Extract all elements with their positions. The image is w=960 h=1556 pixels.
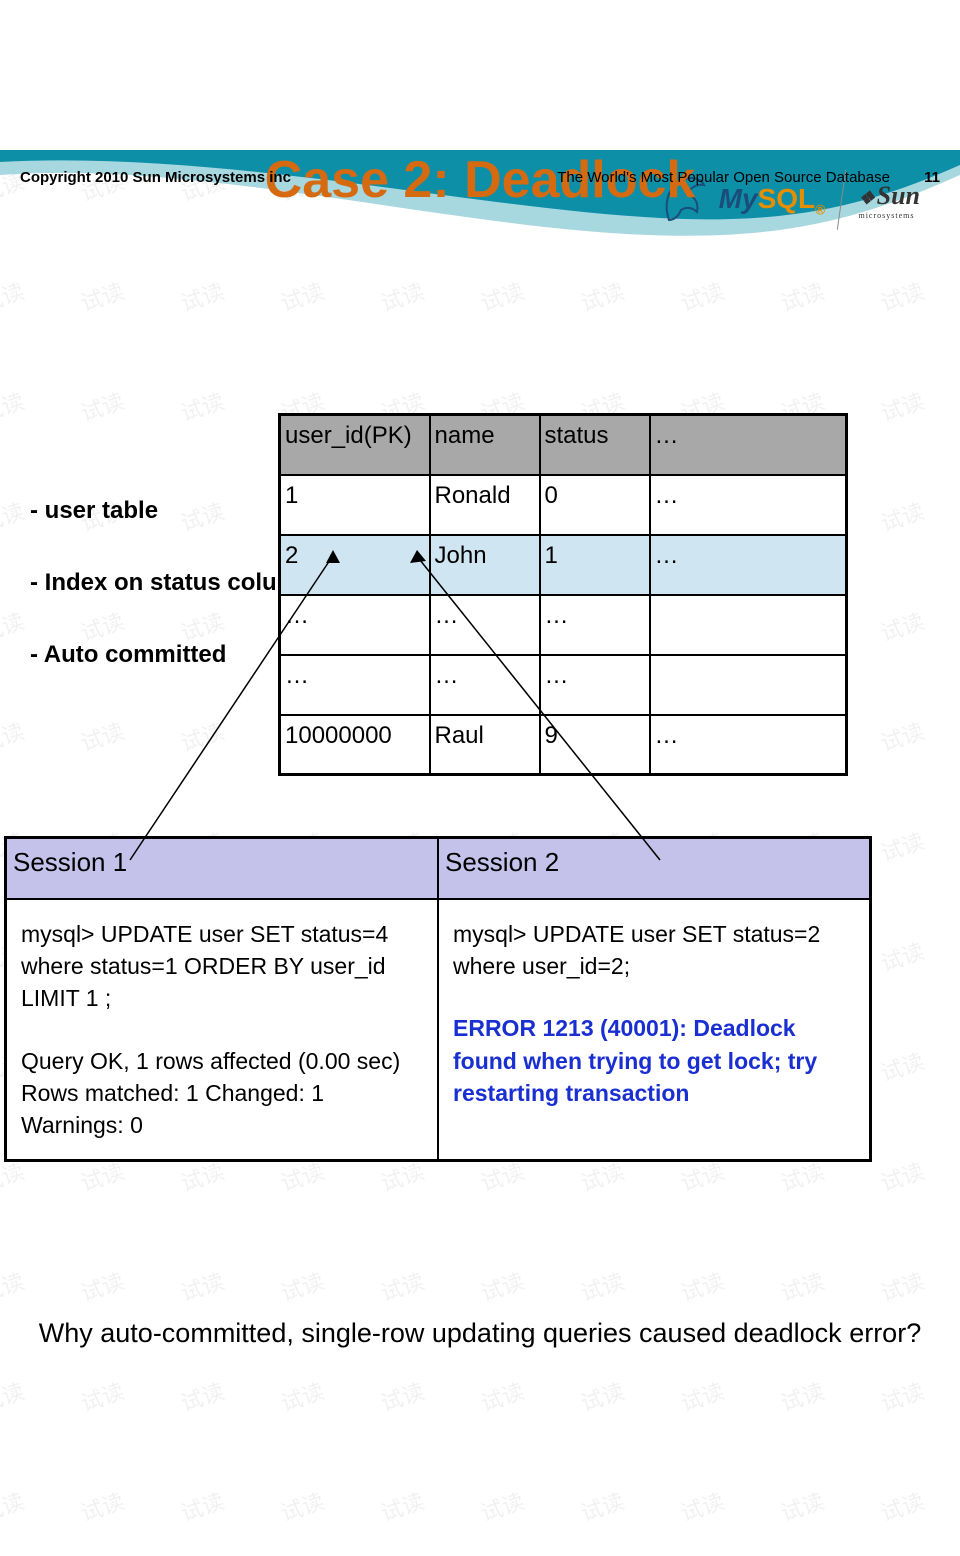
table-row: 10000000Raul9… (280, 715, 847, 775)
table-cell: … (540, 655, 650, 715)
table-row: ……… (280, 595, 847, 655)
user-table: user_id(PK) name status … 1Ronald0…2John… (278, 413, 848, 776)
table-cell (650, 655, 847, 715)
table-cell: … (650, 715, 847, 775)
session1-header: Session 1 (6, 838, 439, 900)
sun-logo-sub: microsystems (858, 211, 920, 220)
page-number: 11 (924, 169, 940, 186)
table-cell: 1 (280, 475, 430, 535)
table-row: ……… (280, 655, 847, 715)
question-text: Why auto-committed, single-row updating … (0, 1318, 960, 1349)
bullet-index: - Index on status column (30, 547, 313, 619)
col-more: … (650, 415, 847, 475)
table-cell: … (540, 595, 650, 655)
col-status: status (540, 415, 650, 475)
table-cell: 9 (540, 715, 650, 775)
watermark-layer: 试读试读试读试读试读试读试读试读试读试读试读试读试读试读试读试读试读试读试读试读… (0, 150, 960, 1507)
session1-query: mysql> UPDATE user SET status=4 where st… (21, 918, 423, 1015)
session1-result1: Query OK, 1 rows affected (0.00 sec) (21, 1045, 423, 1077)
user-table-header-row: user_id(PK) name status … (280, 415, 847, 475)
table-cell: … (430, 595, 540, 655)
session2-cell: mysql> UPDATE user SET status=2 where us… (438, 899, 871, 1161)
footer: Copyright 2010 Sun Microsystems inc The … (20, 169, 940, 186)
table-cell: 1 (540, 535, 650, 595)
col-user-id: user_id(PK) (280, 415, 430, 475)
table-cell: 0 (540, 475, 650, 535)
table-row: 2John1… (280, 535, 847, 595)
table-cell: 2 (280, 535, 430, 595)
bullet-auto-commit: - Auto committed (30, 619, 313, 691)
bullet-user-table: - user table (30, 475, 313, 547)
session2-header: Session 2 (438, 838, 871, 900)
table-cell: John (430, 535, 540, 595)
footer-copyright: Copyright 2010 Sun Microsystems inc (20, 169, 291, 186)
table-cell: Ronald (430, 475, 540, 535)
session-table: Session 1 Session 2 mysql> UPDATE user S… (4, 836, 872, 1162)
connector-lines (0, 150, 960, 1507)
table-cell (650, 595, 847, 655)
session2-error: ERROR 1213 (40001): Deadlock found when … (453, 1012, 855, 1109)
table-cell: … (430, 655, 540, 715)
table-cell: 10000000 (280, 715, 430, 775)
footer-tagline: The World's Most Popular Open Source Dat… (557, 169, 940, 186)
table-cell: Raul (430, 715, 540, 775)
table-cell: … (280, 595, 430, 655)
table-row: 1Ronald0… (280, 475, 847, 535)
session1-result2: Rows matched: 1 Changed: 1 Warnings: 0 (21, 1077, 423, 1141)
col-name: name (430, 415, 540, 475)
table-cell: … (650, 475, 847, 535)
table-cell: … (280, 655, 430, 715)
session1-cell: mysql> UPDATE user SET status=4 where st… (6, 899, 439, 1161)
session2-query: mysql> UPDATE user SET status=2 where us… (453, 918, 855, 982)
table-cell: … (650, 535, 847, 595)
bullet-list: - user table - Index on status column - … (30, 475, 313, 691)
